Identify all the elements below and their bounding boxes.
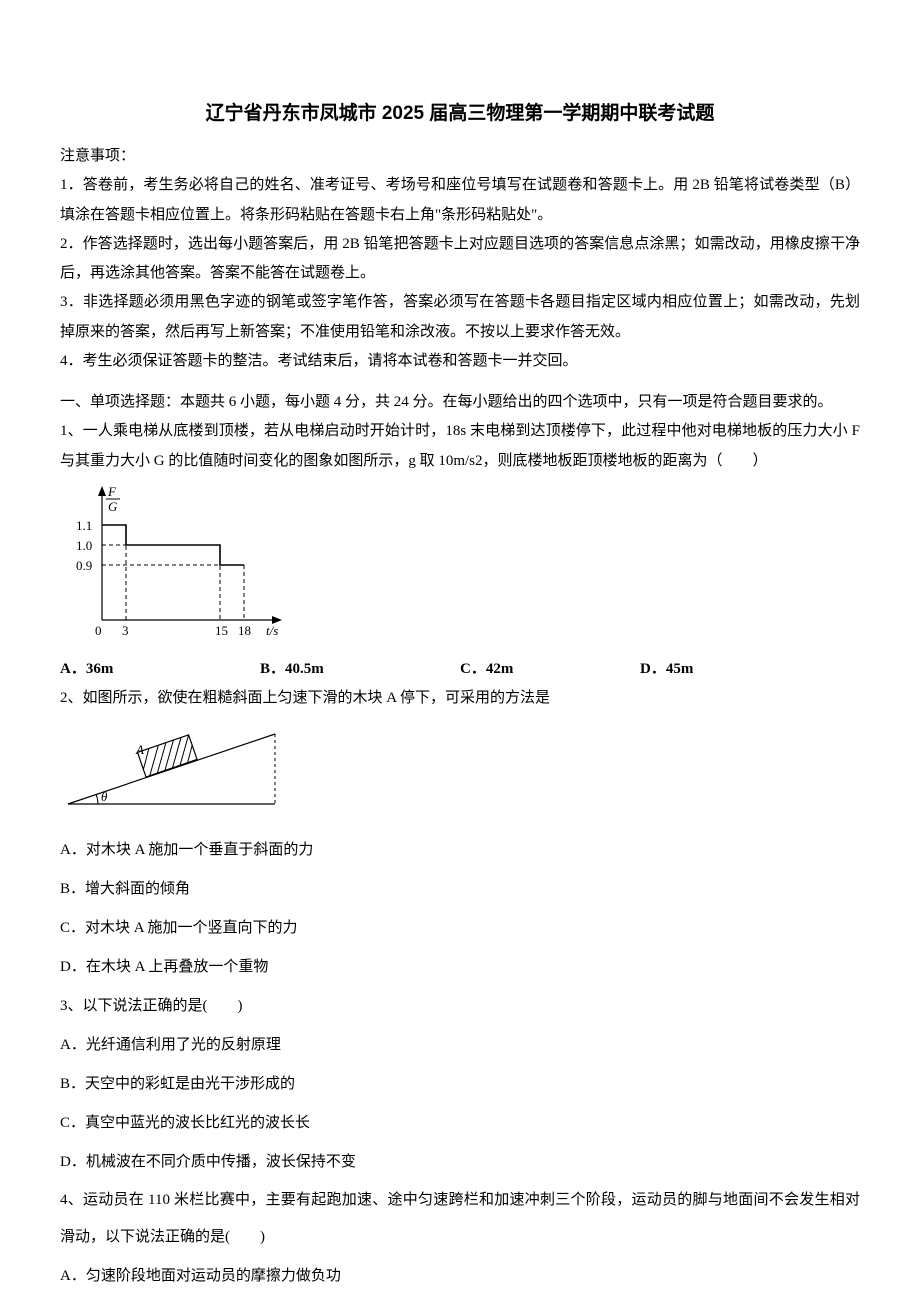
q2-opt-c: C．对木块 A 施加一个竖直向下的力 bbox=[60, 909, 860, 948]
svg-text:15: 15 bbox=[215, 623, 228, 638]
question-4: 4、运动员在 110 米栏比赛中，主要有起跑加速、途中匀速跨栏和加速冲刺三个阶段… bbox=[60, 1182, 860, 1257]
q1-opt-c: C．42m bbox=[460, 655, 640, 684]
notice-1: 1．答卷前，考生务必将自己的姓名、准考证号、考场号和座位号填写在试题卷和答题卡上… bbox=[60, 171, 860, 230]
q2-opt-d: D．在木块 A 上再叠放一个重物 bbox=[60, 948, 860, 987]
q1-opt-a: A．36m bbox=[60, 655, 260, 684]
q1-opt-d: D．45m bbox=[640, 655, 790, 684]
svg-text:A: A bbox=[135, 742, 144, 757]
svg-text:3: 3 bbox=[122, 623, 129, 638]
q4-opt-a: A．匀速阶段地面对运动员的摩擦力做负功 bbox=[60, 1257, 860, 1296]
notice-4: 4．考生必须保证答题卡的整洁。考试结束后，请将本试卷和答题卡一并交回。 bbox=[60, 347, 860, 376]
svg-text:t/s: t/s bbox=[266, 623, 278, 638]
section-1-header: 一、单项选择题：本题共 6 小题，每小题 4 分，共 24 分。在每小题给出的四… bbox=[60, 388, 860, 417]
notice-header: 注意事项： bbox=[60, 142, 860, 171]
q1-options: A．36m B．40.5m C．42m D．45m bbox=[60, 655, 860, 684]
svg-text:θ: θ bbox=[101, 789, 108, 804]
svg-text:F: F bbox=[107, 484, 117, 499]
exam-title: 辽宁省丹东市凤城市 2025 届高三物理第一学期期中联考试题 bbox=[60, 95, 860, 132]
question-1: 1、一人乘电梯从底楼到顶楼，若从电梯启动时开始计时，18s 末电梯到达顶楼停下，… bbox=[60, 417, 860, 476]
svg-text:18: 18 bbox=[238, 623, 251, 638]
q2-opt-b: B．增大斜面的倾角 bbox=[60, 870, 860, 909]
question-2: 2、如图所示，欲使在粗糙斜面上匀速下滑的木块 A 停下，可采用的方法是 bbox=[60, 684, 860, 713]
q2-diagram: θ A bbox=[60, 722, 860, 823]
svg-text:0: 0 bbox=[95, 623, 102, 638]
svg-text:G: G bbox=[108, 499, 118, 514]
q3-opt-a: A．光纤通信利用了光的反射原理 bbox=[60, 1026, 860, 1065]
q3-opt-c: C．真空中蓝光的波长比红光的波长长 bbox=[60, 1104, 860, 1143]
question-3: 3、以下说法正确的是( ) bbox=[60, 987, 860, 1026]
q2-opt-a: A．对木块 A 施加一个垂直于斜面的力 bbox=[60, 831, 860, 870]
q1-chart: F G 1.1 1.0 0.9 0 3 15 18 t/s bbox=[60, 480, 860, 651]
svg-text:1.1: 1.1 bbox=[76, 518, 92, 533]
q1-opt-b: B．40.5m bbox=[260, 655, 460, 684]
svg-text:0.9: 0.9 bbox=[76, 558, 92, 573]
notice-2: 2．作答选择题时，选出每小题答案后，用 2B 铅笔把答题卡上对应题目选项的答案信… bbox=[60, 230, 860, 289]
svg-text:1.0: 1.0 bbox=[76, 538, 92, 553]
notice-3: 3．非选择题必须用黑色字迹的钢笔或签字笔作答，答案必须写在答题卡各题目指定区域内… bbox=[60, 288, 860, 347]
q3-opt-d: D．机械波在不同介质中传播，波长保持不变 bbox=[60, 1143, 860, 1182]
q3-opt-b: B．天空中的彩虹是由光干涉形成的 bbox=[60, 1065, 860, 1104]
